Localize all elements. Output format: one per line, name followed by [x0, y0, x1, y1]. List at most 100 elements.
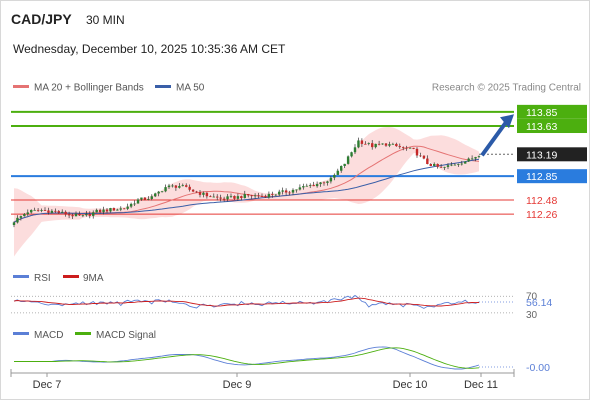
candle-body	[439, 166, 443, 168]
candle-body	[240, 196, 243, 199]
candle-body	[453, 164, 457, 166]
macd-line	[14, 346, 480, 370]
rsi-ma-legend-swatch	[63, 275, 79, 278]
candle-body	[57, 211, 60, 213]
candle-body	[309, 185, 312, 186]
candle-body	[257, 195, 260, 197]
candle-body	[298, 187, 302, 190]
rsi-value-label: 56.14	[526, 297, 552, 309]
candle-body	[219, 197, 222, 199]
candle-body	[340, 166, 343, 171]
candle-body	[40, 210, 43, 211]
candle-body	[267, 193, 271, 198]
candle-body	[346, 156, 350, 164]
candle-body	[343, 163, 346, 167]
candle-body	[67, 214, 71, 216]
candle-body	[23, 214, 26, 217]
candle-body	[236, 196, 240, 199]
ma20-legend-label: MA 20 + Bollinger Bands	[34, 83, 144, 94]
candle-body	[205, 192, 209, 197]
candles	[12, 137, 481, 228]
candle-body	[43, 210, 47, 211]
x-tick-label: Dec 10	[393, 379, 428, 391]
candle-body	[467, 158, 470, 162]
candle-body	[212, 196, 215, 198]
candle-body	[305, 185, 308, 187]
ma20-line	[13, 145, 480, 223]
datetime-label: Wednesday, December 10, 2025 10:35:36 AM…	[13, 42, 286, 56]
candle-body	[61, 211, 64, 213]
rsi-legend-label: RSI	[34, 273, 51, 284]
candle-body	[312, 185, 315, 187]
candle-body	[470, 158, 474, 160]
candle-body	[64, 211, 67, 215]
macd-legend-swatch	[13, 332, 29, 335]
candle-body	[477, 156, 481, 158]
level-badge-113.85	[517, 104, 587, 119]
candle-body	[460, 163, 463, 165]
candle-body	[160, 191, 164, 193]
candle-body	[429, 164, 432, 166]
candle-body	[209, 196, 212, 198]
macd-legend-label: MACD	[34, 330, 63, 341]
candle-body	[367, 143, 370, 144]
candle-body	[247, 194, 250, 196]
candle-body	[295, 189, 298, 191]
candle-body	[474, 157, 477, 159]
candle-body	[71, 215, 74, 217]
candle-body	[315, 184, 319, 187]
x-tick-label: Dec 9	[223, 379, 252, 391]
candle-body	[398, 146, 401, 148]
level-labels: 113.85 113.63 112.85 112.48 112.26 113.19	[517, 104, 587, 221]
candle-body	[74, 213, 78, 217]
candle-body	[81, 215, 85, 217]
candle-body	[164, 187, 167, 192]
source-label: Research © 2025 Trading Central	[432, 83, 581, 94]
candle-body	[357, 140, 360, 148]
candle-body	[171, 185, 174, 187]
candle-body	[54, 210, 57, 212]
candle-body	[185, 185, 188, 187]
candle-body	[350, 152, 353, 157]
candle-body	[30, 209, 33, 213]
candle-body	[291, 189, 295, 193]
candle-body	[412, 147, 415, 149]
candle-body	[116, 209, 119, 211]
level-label-113.85: 113.85	[526, 107, 557, 119]
candle-body	[50, 210, 54, 213]
candle-body	[36, 209, 40, 211]
candle-body	[281, 190, 284, 192]
candle-body	[88, 214, 91, 216]
candle-body	[274, 194, 277, 196]
candle-body	[33, 209, 36, 211]
ma50-legend-label: MA 50	[176, 83, 205, 94]
level-badge-113.63	[517, 119, 587, 134]
candle-body	[19, 216, 23, 218]
rsi-level-label-70: 70	[526, 291, 538, 302]
candle-body	[157, 191, 160, 194]
x-axis: Dec 7 Dec 9 Dec 10 Dec 11	[10, 369, 515, 391]
candle-body	[47, 210, 50, 213]
candle-body	[408, 147, 412, 149]
level-label-112.26: 112.26	[526, 209, 557, 221]
rsi-level-label-30: 30	[526, 310, 538, 321]
macd-signal-legend-label: MACD Signal	[96, 330, 156, 341]
ma50-line	[13, 158, 480, 223]
candle-body	[178, 186, 181, 188]
candle-body	[457, 164, 460, 165]
candle-body	[143, 197, 147, 200]
candle-body	[450, 164, 453, 166]
candle-body	[371, 143, 374, 148]
rsi-line	[13, 294, 480, 309]
ma20-legend-swatch	[13, 85, 29, 88]
candle-body	[433, 163, 436, 166]
macd-panel: -0.00	[14, 346, 550, 374]
candle-body	[336, 170, 339, 175]
candle-body	[126, 206, 129, 209]
candle-body	[464, 161, 467, 164]
bollinger-band-fill	[14, 127, 479, 257]
candle-body	[226, 196, 229, 200]
candle-body	[302, 186, 305, 188]
